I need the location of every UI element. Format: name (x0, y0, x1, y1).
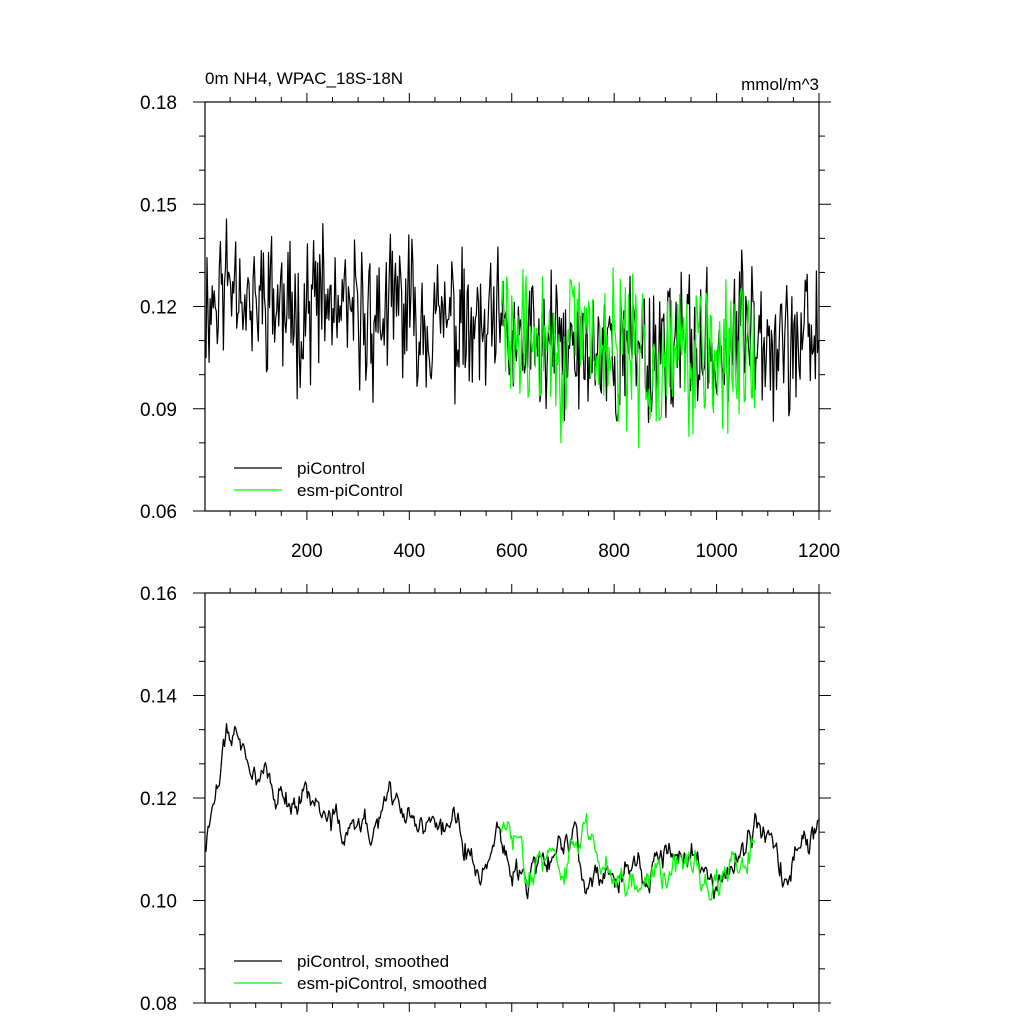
y-tick-label: 0.12 (140, 789, 177, 810)
top-y-tick-labels: 0.06 0.09 0.12 0.15 0.18 (140, 93, 177, 523)
y-tick-label: 0.15 (140, 195, 177, 216)
y-tick-label: 0.14 (140, 687, 177, 708)
legend-label-esm-picontrol: esm-piControl (297, 481, 403, 500)
y-tick-label: 0.06 (140, 502, 177, 523)
bottom-axis-ticks (193, 584, 831, 1012)
y-tick-label: 0.18 (140, 93, 177, 114)
series-line-esm-picontrol-smoothed (500, 812, 756, 901)
chart-units: mmol/m^3 (741, 75, 819, 94)
chart-title: 0m NH4, WPAC_18S-18N (205, 69, 403, 88)
bottom-plot-frame (204, 592, 820, 1004)
x-tick-label: 600 (496, 541, 528, 562)
bottom-y-tick-labels: 0.08 0.10 0.12 0.14 0.16 (140, 584, 177, 1015)
series-line-esm-picontrol (500, 267, 756, 449)
y-tick-label: 0.09 (140, 400, 177, 421)
x-tick-label: 1000 (695, 541, 737, 562)
x-tick-label: 400 (393, 541, 425, 562)
x-tick-label: 800 (598, 541, 630, 562)
legend-label-picontrol: piControl (297, 459, 365, 478)
top-x-tick-labels: 200 400 600 800 1000 1200 (291, 541, 840, 562)
legend-label-picontrol-smoothed: piControl, smoothed (297, 952, 449, 971)
series-line-picontrol-smoothed (205, 723, 819, 900)
y-tick-label: 0.10 (140, 892, 177, 913)
y-tick-label: 0.12 (140, 298, 177, 319)
legend-label-esm-picontrol-smoothed: esm-piControl, smoothed (297, 974, 487, 993)
y-tick-label: 0.16 (140, 584, 177, 605)
x-tick-label: 200 (291, 541, 323, 562)
y-tick-label: 0.08 (140, 994, 177, 1015)
top-axis-ticks (193, 93, 831, 520)
x-tick-label: 1200 (798, 541, 840, 562)
